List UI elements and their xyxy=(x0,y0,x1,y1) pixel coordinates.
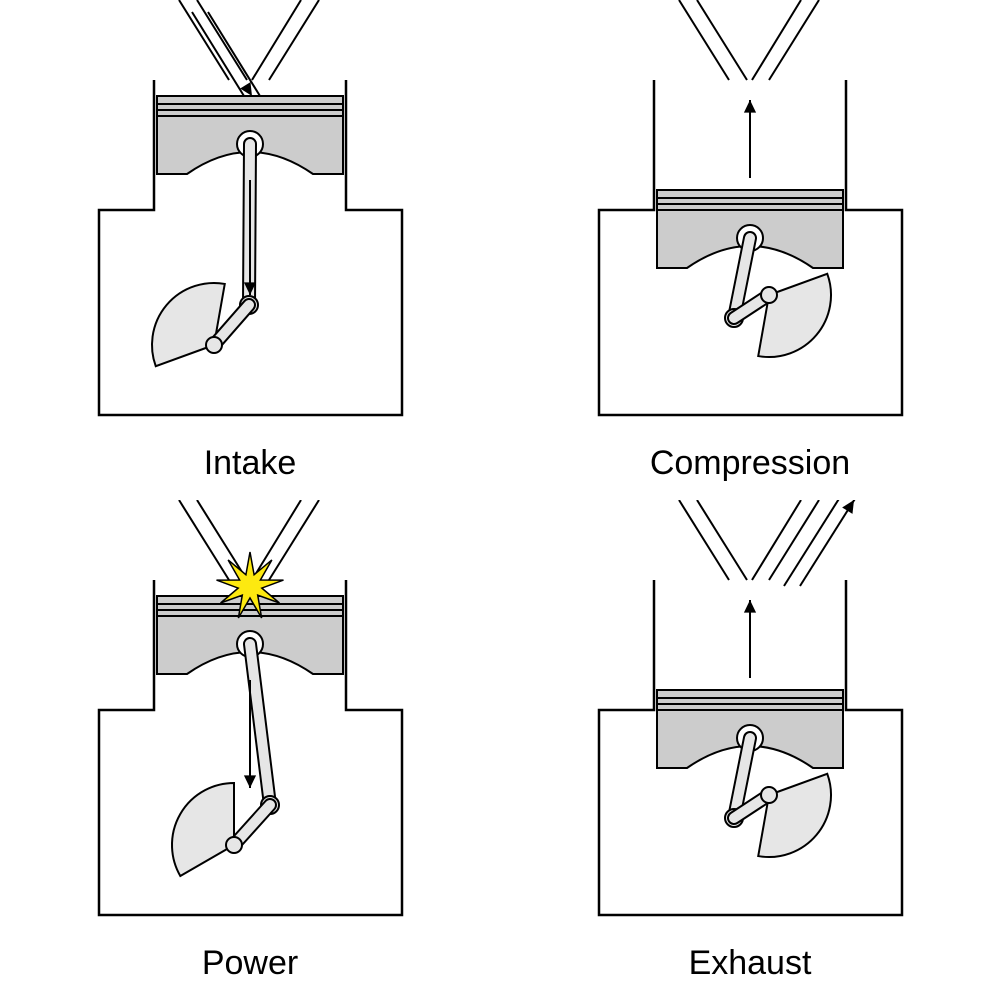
cell-exhaust: Exhaust xyxy=(500,500,1000,1000)
cell-power: Power xyxy=(0,500,500,1000)
cell-compression: Compression xyxy=(500,0,1000,500)
label-compression: Compression xyxy=(650,444,850,483)
diagram-exhaust xyxy=(534,500,966,940)
label-intake: Intake xyxy=(204,444,297,483)
cell-intake: Intake xyxy=(0,0,500,500)
diagram-power xyxy=(34,500,466,940)
label-exhaust: Exhaust xyxy=(689,944,812,983)
diagram-compression xyxy=(534,0,966,440)
label-power: Power xyxy=(202,944,298,983)
diagram-intake xyxy=(34,0,466,440)
four-stroke-grid: Intake Compression Power Exhaust xyxy=(0,0,1000,1000)
